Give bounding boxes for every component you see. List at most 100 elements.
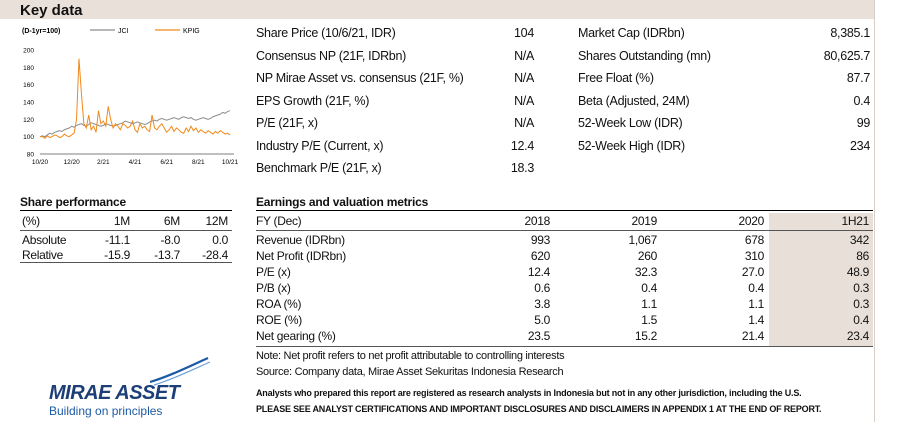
table-cell: 342 <box>849 233 869 247</box>
key-data-value: N/A <box>514 93 534 108</box>
table-cell: P/E (x) <box>256 265 291 279</box>
table-cell: Revenue (IDRbn) <box>256 233 345 247</box>
table-cell: ROE (%) <box>256 313 302 327</box>
table-cell: 3.8 <box>534 297 550 311</box>
table-cell: 12.4 <box>527 265 550 279</box>
key-data-value: 87.7 <box>846 71 870 85</box>
legend-jci-label: JCI <box>118 28 129 35</box>
share-performance-header-rule <box>20 230 232 231</box>
share-performance-title: Share performance <box>20 195 126 209</box>
table-header-cell: 6M <box>163 214 180 228</box>
series-line-jci <box>39 110 231 138</box>
y-tick-label: 200 <box>23 48 34 55</box>
table-cell: 0.3 <box>853 297 869 311</box>
table-cell: -28.4 <box>202 248 228 262</box>
table-cell: 32.3 <box>634 265 657 279</box>
table-cell: Relative <box>22 248 63 262</box>
chart-title: (D-1yr=100) <box>22 28 60 35</box>
table-cell: 620 <box>530 249 550 263</box>
series-line-kpig <box>40 58 231 140</box>
key-data-label: Market Cap (IDRbn) <box>578 26 685 40</box>
table-cell: 23.4 <box>846 329 869 343</box>
table-cell: -8.0 <box>160 233 181 247</box>
x-tick-label: 8/21 <box>192 159 205 166</box>
note-source: Source: Company data, Mirae Asset Sekuri… <box>256 366 564 378</box>
key-data-label: Industry P/E (Current, x) <box>256 138 384 153</box>
share-price-chart: (D-1yr=100) JCI KPIG 80 100 120 140 160 180 20… <box>22 28 239 166</box>
note-net-profit: Note: Net profit refers to net profit at… <box>256 350 565 362</box>
key-data-value: 0.4 <box>853 93 871 108</box>
table-cell: 993 <box>530 233 550 247</box>
table-cell: Net gearing (%) <box>256 329 336 343</box>
key-data-label: Beta (Adjusted, 24M) <box>578 93 690 108</box>
y-tick-label: 100 <box>23 134 34 141</box>
share-performance-top-rule <box>20 210 232 211</box>
table-cell: 1.5 <box>641 313 657 327</box>
x-tick-label: 2/21 <box>97 159 110 166</box>
key-data-label: Free Float (%) <box>578 71 654 85</box>
table-cell: 1.1 <box>748 297 764 311</box>
y-tick-label: 120 <box>23 117 34 124</box>
key-data-value: 99 <box>856 116 871 130</box>
table-cell: 1.1 <box>641 297 657 311</box>
section-header-band <box>0 0 874 19</box>
y-tick-label: 140 <box>23 100 34 107</box>
earnings-bottom-rule <box>256 346 873 347</box>
table-cell: 48.9 <box>846 265 869 279</box>
table-cell: -11.1 <box>105 233 130 247</box>
key-data-label: Consensus NP (21F, IDRbn) <box>256 48 406 63</box>
logo-swoosh-icon <box>150 356 210 386</box>
key-data-label: P/E (21F, x) <box>256 116 318 130</box>
latest-period-column-shade <box>769 213 873 346</box>
key-data-label: EPS Growth (21F, %) <box>256 93 370 108</box>
key-data-value: 18.3 <box>510 161 534 175</box>
table-cell: 0.4 <box>748 281 764 295</box>
table-cell: 0.4 <box>641 281 657 295</box>
table-cell: 678 <box>744 233 764 247</box>
table-cell: 1.4 <box>748 313 764 327</box>
table-header-cell: 2020 <box>738 214 765 228</box>
x-tick-label: 12/20 <box>64 159 81 166</box>
table-cell: 1,067 <box>628 233 657 247</box>
x-tick-label: 6/21 <box>160 159 173 166</box>
table-header-cell: 1M <box>113 214 130 228</box>
table-cell: 86 <box>856 249 869 263</box>
disclaimer-line-1: Analysts who prepared this report are re… <box>256 388 802 398</box>
table-cell: 0.6 <box>534 281 550 295</box>
table-cell: 5.0 <box>534 313 550 327</box>
table-cell: 0.0 <box>212 233 228 247</box>
x-tick-label: 4/21 <box>129 159 142 166</box>
share-performance-bottom-rule <box>20 262 232 263</box>
key-data-value: N/A <box>514 116 534 130</box>
table-cell: 310 <box>744 249 764 263</box>
key-data-label: Benchmark P/E (21F, x) <box>256 161 382 175</box>
key-data-value: N/A <box>514 71 534 85</box>
table-cell: 23.5 <box>527 329 550 343</box>
key-data-value: 12.4 <box>510 138 534 153</box>
table-header-cell: 1H21 <box>841 214 870 228</box>
key-data-value: N/A <box>514 48 534 63</box>
key-data-label: NP Mirae Asset vs. consensus (21F, %) <box>256 71 464 85</box>
y-tick-label: 80 <box>27 152 35 159</box>
table-cell: Absolute <box>22 233 67 247</box>
table-cell: 0.4 <box>853 313 869 327</box>
x-tick-label: 10/20 <box>32 159 49 166</box>
table-header-cell: 12M <box>205 214 229 228</box>
key-data-value: 234 <box>850 138 870 153</box>
table-cell: 0.3 <box>853 281 869 295</box>
company-tagline: Building on principles <box>49 404 163 418</box>
key-data-value: 8,385.1 <box>830 26 870 40</box>
y-tick-label: 180 <box>23 65 34 72</box>
earnings-title: Earnings and valuation metrics <box>256 195 429 209</box>
section-title: Key data <box>20 2 83 19</box>
table-header-cell: FY (Dec) <box>256 214 302 228</box>
earnings-top-rule <box>256 210 873 211</box>
legend-kpig-label: KPIG <box>183 28 200 35</box>
table-cell: P/B (x) <box>256 281 291 295</box>
table-header-cell: 2019 <box>631 214 658 228</box>
table-cell: 21.4 <box>741 329 764 343</box>
table-cell: Net Profit (IDRbn) <box>256 249 346 263</box>
key-data-label: Shares Outstanding (mn) <box>578 48 711 63</box>
key-data-value: 104 <box>514 26 534 40</box>
table-header-cell: 2018 <box>524 214 551 228</box>
